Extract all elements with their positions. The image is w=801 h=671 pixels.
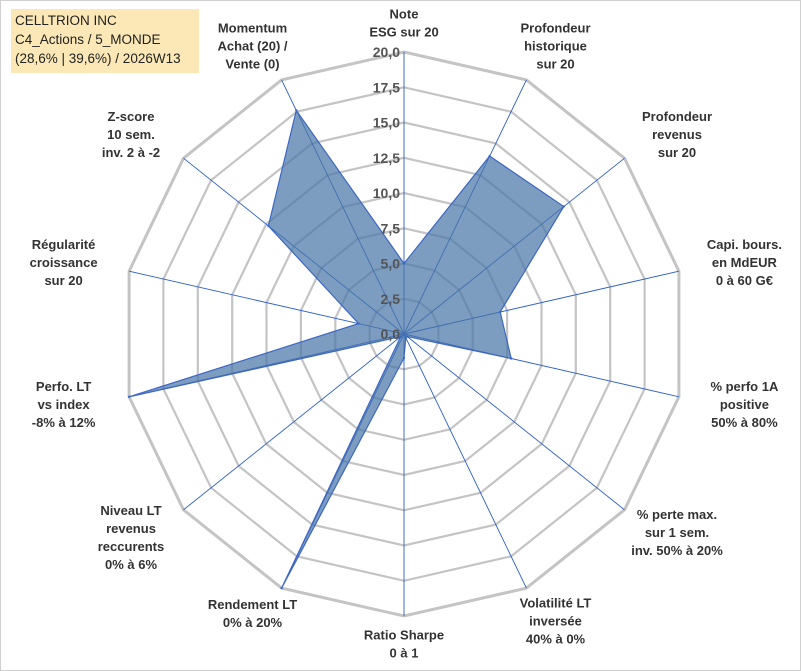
chart-title-stats: (28,6% | 39,6%) / 2026W13 <box>15 51 181 66</box>
axis-label-line: Volatilité LT <box>520 595 592 610</box>
tick-label: 15,0 <box>373 115 400 131</box>
axis-label: Perfo. LT vs index -8% à 12% <box>32 379 96 430</box>
axis-label: % perte max. sur 1 sem. inv. 50% à 20% <box>631 507 723 558</box>
data-point <box>357 322 360 325</box>
data-point <box>267 224 270 228</box>
data-point <box>488 154 491 158</box>
axis-label-line: revenus <box>106 521 156 536</box>
axis-label-line: Ratio Sharpe <box>364 628 444 643</box>
radar-series <box>127 108 565 590</box>
axis-label-line: 10 sem. <box>107 127 155 142</box>
axis-label-line: 0% à 20% <box>223 615 283 630</box>
axis-label-line: % perte max. <box>637 507 717 522</box>
data-point <box>295 109 298 112</box>
axis-label: Ratio Sharpe 0 à 1 <box>364 628 444 661</box>
axis-label-line: vs index <box>38 397 91 412</box>
axis-label-line: Profondeur <box>520 21 590 36</box>
axis-label-line: ESG sur 20 <box>369 24 438 39</box>
tick-label: 12,5 <box>373 150 400 166</box>
axis-label: Rendement LT 0% à 20% <box>208 597 297 630</box>
data-point <box>127 395 131 398</box>
tick-label: 2,5 <box>381 291 401 307</box>
axis-label-line: Vente (0) <box>225 57 279 72</box>
axis-label: Profondeur historique sur 20 <box>520 21 590 72</box>
axis-label: Capi. bours. en MdEUR 0 à 60 G€ <box>707 237 782 288</box>
axis-label-line: en MdEUR <box>712 255 778 270</box>
axis-label-line: sur 20 <box>658 145 696 160</box>
axis-label-line: sur 20 <box>536 57 574 72</box>
series-area <box>128 108 565 589</box>
axis-label: Niveau LT revenus reccurents 0% à 6% <box>98 503 164 572</box>
axis-label-line: inv. 50% à 20% <box>631 543 723 558</box>
axis-label-line: sur 1 sem. <box>645 525 709 540</box>
axis-label-line: croissance <box>30 255 98 270</box>
radar-axis-labels: Note ESG sur 20 Profondeur historique sur 20… <box>30 6 782 660</box>
axis-label: Z-score 10 sem. inv. 2 à -2 <box>102 109 160 160</box>
axis-label-line: Régularité <box>32 237 96 252</box>
tick-label: 0,0 <box>381 326 401 342</box>
data-point <box>510 357 513 360</box>
axis-label-line: Achat (20) / <box>217 39 287 54</box>
radar-spoke <box>403 333 527 589</box>
axis-label: Note ESG sur 20 <box>369 6 438 39</box>
data-point <box>499 310 502 314</box>
axis-label-line: Perfo. LT <box>36 379 91 394</box>
axis-label-line: % perfo 1A <box>710 379 779 394</box>
axis-label-line: reccurents <box>98 539 164 554</box>
tick-label: 17,5 <box>373 79 400 95</box>
axis-label-line: inversée <box>529 613 582 628</box>
axis-label: Profondeur revenus sur 20 <box>642 109 712 160</box>
radar-spoke <box>183 333 405 511</box>
data-point <box>562 205 565 208</box>
data-point <box>402 262 406 265</box>
axis-label-line: Rendement LT <box>208 597 297 612</box>
chart-title-company: CELLTRION INC <box>15 13 117 28</box>
radar-spoke <box>403 333 625 511</box>
axis-label-line: inv. 2 à -2 <box>102 145 160 160</box>
axis-label-line: Z-score <box>108 109 155 124</box>
chart-title-universe: C4_Actions / 5_MONDE <box>15 32 161 47</box>
axis-label-line: -8% à 12% <box>32 415 96 430</box>
tick-label: 10,0 <box>373 185 400 201</box>
axis-label: Régularité croissance sur 20 <box>30 237 98 288</box>
axis-label-line: 50% à 80% <box>711 415 778 430</box>
data-point <box>280 586 283 590</box>
axis-label-line: Profondeur <box>642 109 712 124</box>
axis-label: Volatilité LT inversée 40% à 0% <box>520 595 592 646</box>
tick-label: 7,5 <box>381 220 401 236</box>
axis-label: Momentum Achat (20) / Vente (0) <box>217 21 287 72</box>
axis-label-line: 0% à 6% <box>105 557 157 572</box>
axis-label-line: sur 20 <box>44 273 82 288</box>
tick-label: 5,0 <box>381 256 401 272</box>
axis-label-line: Momentum <box>218 21 287 36</box>
chart-title-box: CELLTRION INC C4_Actions / 5_MONDE (28,6… <box>11 9 199 73</box>
axis-label-line: Note <box>390 6 419 21</box>
axis-label-line: revenus <box>652 127 702 142</box>
axis-label-line: 0 à 60 G€ <box>716 273 773 288</box>
tick-label: 20,0 <box>373 44 400 60</box>
axis-label-line: Capi. bours. <box>707 237 782 252</box>
axis-label-line: positive <box>720 397 769 412</box>
radar-tick-labels: 0,0 2,5 5,0 7,5 10,0 12,5 15,0 17,5 20,0 <box>373 44 400 342</box>
axis-label-line: historique <box>524 39 587 54</box>
axis-label-line: Niveau LT <box>100 503 161 518</box>
axis-label-line: 40% à 0% <box>526 631 586 646</box>
axis-label: % perfo 1A positive 50% à 80% <box>710 379 779 430</box>
data-point <box>399 335 402 338</box>
data-point <box>402 356 406 360</box>
data-point <box>404 336 407 339</box>
axis-label-line: 0 à 1 <box>390 646 419 661</box>
